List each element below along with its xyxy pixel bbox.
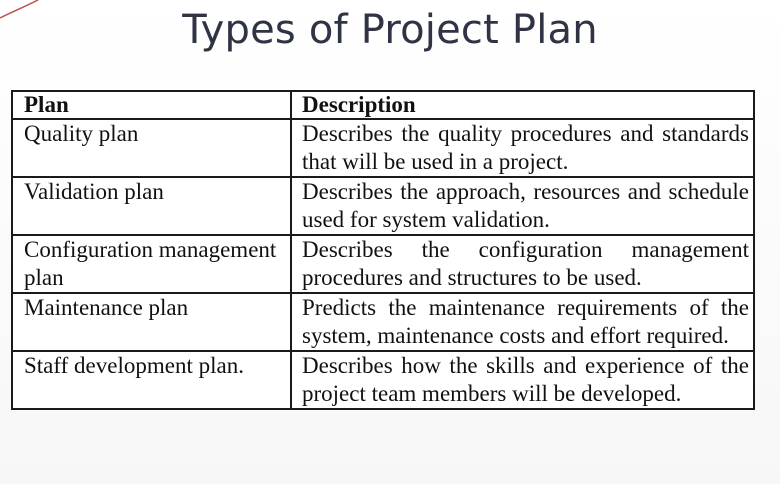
table-row: Validation plan Describes the approach, …	[11, 176, 755, 236]
plan-name: Quality plan	[11, 118, 292, 178]
table-row: Staff development plan. Describes how th…	[11, 350, 755, 410]
plan-description: Describes the approach, resources and sc…	[290, 176, 755, 236]
plan-description: Describes how the skills and experience …	[290, 350, 755, 410]
plan-name: Configuration management plan	[11, 234, 292, 294]
table-row: Configuration management plan Describes …	[11, 234, 755, 294]
table-row: Quality plan Describes the quality proce…	[11, 118, 755, 178]
page-title: Types of Project Plan	[182, 7, 598, 53]
plan-description: Describes the quality procedures and sta…	[290, 118, 755, 178]
plan-name: Validation plan	[11, 176, 292, 236]
corner-swoosh-decoration	[0, 0, 39, 19]
table-header-row: Plan Description	[11, 90, 755, 120]
plan-description: Predicts the maintenance requirements of…	[290, 292, 755, 352]
plan-name: Maintenance plan	[11, 292, 292, 352]
header-description: Description	[290, 90, 755, 120]
plan-description: Describes the configuration management p…	[290, 234, 755, 294]
header-plan: Plan	[11, 90, 292, 120]
project-plan-table-container: Plan Description Quality plan Describes …	[11, 90, 755, 410]
table-row: Maintenance plan Predicts the maintenanc…	[11, 292, 755, 352]
project-plan-table: Plan Description Quality plan Describes …	[11, 90, 755, 410]
plan-name: Staff development plan.	[11, 350, 292, 410]
